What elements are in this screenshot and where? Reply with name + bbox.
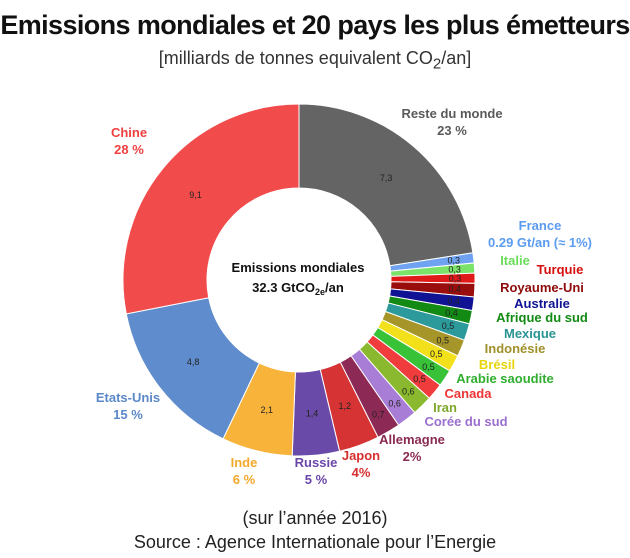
value-label-etats-unis: 4,8 [187,357,200,367]
footer-source: Source : Agence Internationale pour l’En… [133,532,497,552]
value-label-australie: 0,4 [447,296,460,306]
category-labels: Reste du monde 23 % France 0.29 Gt/an (≈ 1%… [96,106,592,487]
slice-chine [122,103,300,315]
category-label-japon: Japon 4% [342,448,380,480]
value-label-iran: 0,6 [402,386,415,396]
value-label-france: 0,3 [448,255,461,265]
value-label-indonesie: 0,5 [437,335,450,345]
category-label-france: France 0.29 Gt/an (≈ 1%) [488,218,592,250]
footer-year-note: (sur l’année 2016) [242,508,388,528]
value-label-canada: 0,5 [413,374,426,384]
category-label-indonesie: Indonésie [485,341,546,356]
category-label-italie: Italie [500,253,530,268]
category-label-mexique: Mexique [504,326,556,341]
value-label-russie: 1,4 [306,408,319,418]
center-label-line1: Emissions mondiales [232,260,365,275]
chart-subtitle: [milliards de tonnes equivalent CO2/an] [0,48,630,73]
value-label-inde: 2,1 [261,405,274,415]
category-label-royaume-uni: Royaume-Uni [500,280,584,295]
donut-segments [122,103,476,457]
category-label-coree-du-sud: Corée du sud [424,414,507,429]
category-label-afrique-du-sud: Afrique du sud [496,310,588,325]
category-label-canada: Canada [445,386,493,401]
value-label-turquie: 0,3 [449,274,462,284]
category-label-australie: Australie [514,296,570,311]
value-label-afrique-du-sud: 0,4 [445,308,458,318]
value-label-royaume-uni: 0,4 [448,284,461,294]
subtitle-subscript: 2 [432,55,442,73]
value-label-japon: 1,2 [339,401,352,411]
subtitle-text: [milliards de tonnes equivalent CO [158,48,433,68]
category-label-russie: Russie 5 % [295,455,338,487]
subtitle-text-end: /an] [441,48,472,68]
category-label-reste-du-monde: Reste du monde 23 % [401,106,502,138]
chart-title: Emissions mondiales et 20 pays les plus … [0,10,630,40]
category-label-allemagne: Allemagne 2% [379,432,445,464]
category-label-iran: Iran [433,400,457,415]
value-label-coree-du-sud: 0,6 [388,398,401,408]
category-label-arabie-saoudite: Arabie saoudite [456,371,554,386]
value-label-allemagne: 0,7 [372,409,385,419]
category-label-turquie: Turquie [537,262,584,277]
category-label-bresil: Brésil [479,357,515,372]
value-label-reste-du-monde: 7,3 [380,173,393,183]
value-label-bresil: 0,5 [430,349,443,359]
value-label-italie: 0,3 [448,264,461,274]
category-label-etats-unis: Etats-Unis 15 % [96,390,160,422]
value-label-arabie-saoudite: 0,5 [422,362,435,372]
slice-reste-du-monde [298,103,474,267]
category-label-chine: Chine 28 % [111,125,147,157]
value-label-chine: 9,1 [189,190,202,200]
value-label-mexique: 0,5 [442,321,455,331]
segment-value-labels: 7,30,30,30,30,40,40,40,50,50,50,50,50,60… [187,173,461,419]
center-label-line2: 32.3 GtCO2e/an [252,280,344,297]
category-label-inde: Inde 6 % [231,455,258,487]
